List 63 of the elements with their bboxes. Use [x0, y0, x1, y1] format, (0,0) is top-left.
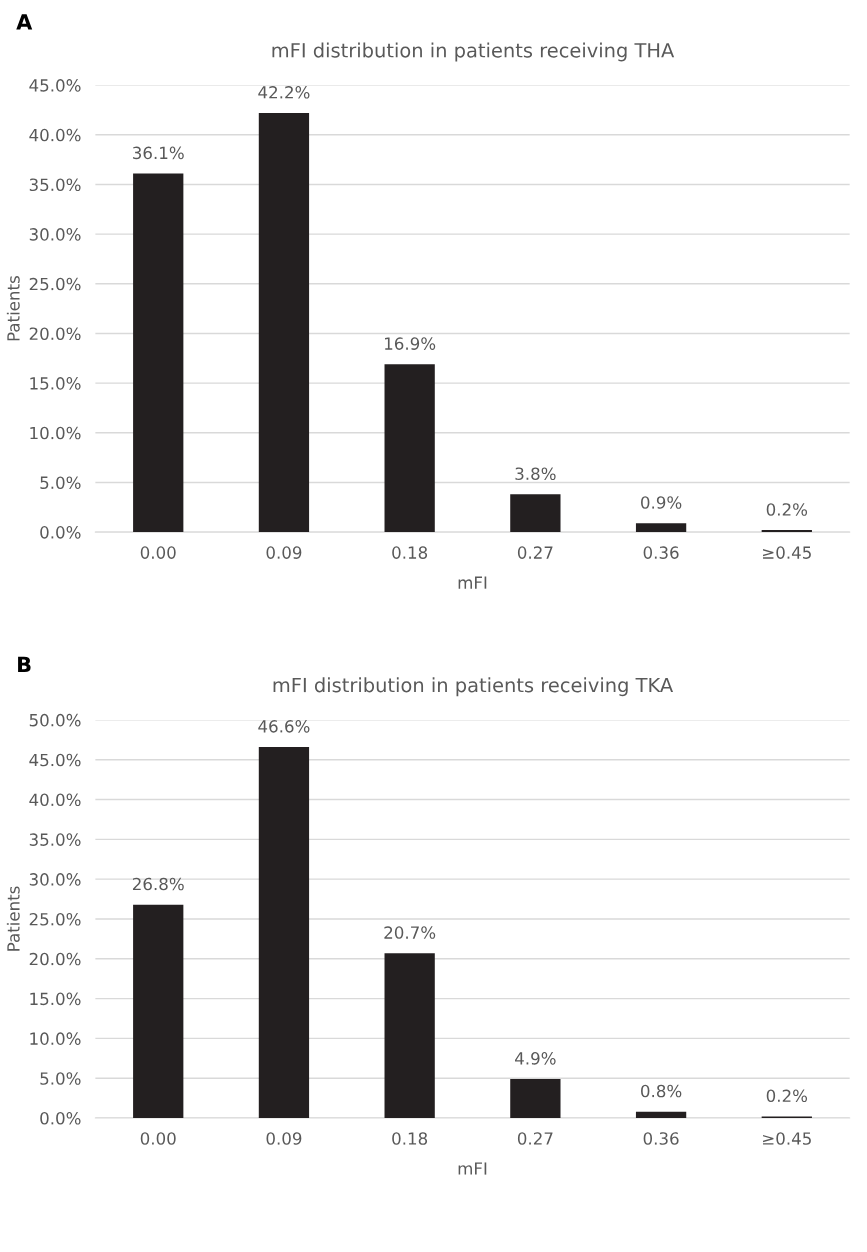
y-tick-label: 25.0%: [29, 912, 81, 926]
x-tick-label: 0.36: [643, 546, 679, 559]
y-tick-label: 50.0%: [29, 713, 81, 727]
x-axis-title: mFI: [458, 576, 487, 589]
x-tick-label: 0.00: [140, 546, 176, 559]
data-label: 0.2%: [766, 1089, 808, 1103]
bar: [510, 494, 561, 533]
y-axis-title: Patients: [6, 886, 20, 951]
y-tick-label: 15.0%: [30, 377, 81, 390]
x-tick-label: 0.36: [643, 1132, 679, 1145]
y-tick-label: 35.0%: [29, 833, 81, 846]
y-tick-label: 10.0%: [30, 426, 81, 440]
y-tick-label: 0.0%: [40, 526, 81, 539]
data-label: 26.8%: [132, 877, 184, 891]
y-tick-label: 10.0%: [30, 1032, 81, 1045]
x-tick-label: 0.18: [392, 1132, 428, 1145]
text: A: [16, 14, 33, 30]
y-tick-label: 35.0%: [29, 178, 81, 192]
x-tick-label: 0.00: [140, 1132, 176, 1145]
bar: [635, 1111, 687, 1119]
bar: [384, 364, 435, 533]
data-label: 0.2%: [766, 503, 808, 516]
x-tick-label: 0.09: [266, 546, 302, 559]
chart-title: mFI distribution in patients receiving THA: [272, 42, 675, 62]
bar: [258, 746, 310, 1119]
chart-title: mFI distribution in patients receiving TKA: [273, 677, 674, 697]
x-tick-label: 0.27: [517, 1132, 553, 1145]
y-tick-label: 25.0%: [29, 277, 81, 291]
y-tick-label: 45.0%: [29, 753, 81, 767]
bar: [510, 1079, 561, 1119]
x-axis-title: mFI: [458, 1162, 487, 1175]
x-tick-label: ≥0.45: [763, 546, 811, 559]
data-label: 0.9%: [641, 496, 682, 509]
x-tick-label: 0.27: [517, 546, 553, 559]
bar: [635, 523, 687, 533]
x-tick-label: 0.09: [266, 1132, 302, 1145]
x-tick-label: ≥0.45: [763, 1132, 811, 1145]
data-label: 20.7%: [384, 926, 436, 939]
bar: [133, 904, 184, 1119]
y-tick-label: 40.0%: [29, 128, 81, 142]
y-tick-label: 20.0%: [29, 952, 81, 966]
y-tick-label: 15.0%: [30, 992, 81, 1006]
y-tick-label: 20.0%: [29, 327, 81, 341]
x-tick-label: 0.18: [392, 546, 428, 559]
y-tick-label: 5.0%: [40, 476, 81, 490]
y-tick-label: 30.0%: [29, 873, 81, 886]
y-tick-label: 30.0%: [29, 228, 81, 241]
data-label: 3.8%: [515, 467, 556, 481]
data-label: 0.8%: [641, 1084, 682, 1098]
text: B: [18, 656, 31, 673]
y-tick-label: 5.0%: [40, 1072, 81, 1085]
y-tick-label: 40.0%: [29, 793, 81, 807]
data-label: 42.2%: [258, 86, 310, 99]
y-tick-label: 0.0%: [40, 1112, 81, 1125]
bar: [133, 173, 184, 533]
data-label: 46.6%: [258, 720, 310, 733]
y-axis-title: Patients: [6, 276, 20, 341]
bar: [384, 953, 435, 1119]
data-label: 4.9%: [515, 1052, 556, 1065]
data-label: 36.1%: [133, 146, 184, 160]
data-label: 16.9%: [385, 337, 436, 350]
y-tick-label: 45.0%: [29, 79, 81, 92]
bar: [258, 112, 310, 533]
